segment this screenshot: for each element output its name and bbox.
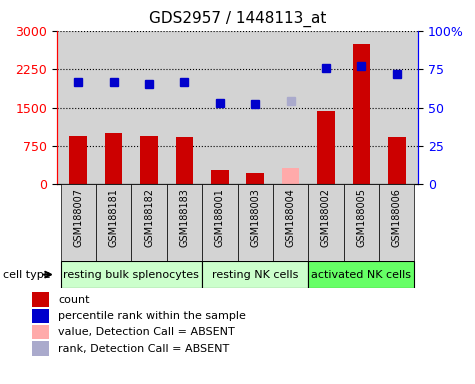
FancyBboxPatch shape xyxy=(202,261,308,288)
Text: GSM188003: GSM188003 xyxy=(250,188,260,247)
Bar xyxy=(388,137,406,184)
Text: cell type: cell type xyxy=(3,270,50,280)
Bar xyxy=(352,43,370,184)
Bar xyxy=(211,170,228,184)
Text: resting NK cells: resting NK cells xyxy=(212,270,298,280)
Text: GSM188002: GSM188002 xyxy=(321,188,331,247)
Text: GSM188005: GSM188005 xyxy=(356,188,366,247)
FancyBboxPatch shape xyxy=(308,184,344,261)
Text: activated NK cells: activated NK cells xyxy=(312,270,411,280)
Bar xyxy=(32,293,49,307)
Text: GSM188182: GSM188182 xyxy=(144,188,154,247)
Text: count: count xyxy=(58,295,89,305)
Bar xyxy=(32,309,49,323)
Text: percentile rank within the sample: percentile rank within the sample xyxy=(58,311,246,321)
Bar xyxy=(247,172,264,184)
Bar xyxy=(282,169,299,184)
Text: GSM188181: GSM188181 xyxy=(109,188,119,247)
Bar xyxy=(69,136,87,184)
FancyBboxPatch shape xyxy=(167,184,202,261)
Text: GSM188004: GSM188004 xyxy=(285,188,295,247)
Bar xyxy=(32,325,49,339)
FancyBboxPatch shape xyxy=(238,184,273,261)
Bar xyxy=(140,136,158,184)
FancyBboxPatch shape xyxy=(308,261,415,288)
FancyBboxPatch shape xyxy=(60,184,96,261)
Bar xyxy=(176,137,193,184)
Bar xyxy=(32,341,49,356)
Text: rank, Detection Call = ABSENT: rank, Detection Call = ABSENT xyxy=(58,344,229,354)
Text: GSM188001: GSM188001 xyxy=(215,188,225,247)
FancyBboxPatch shape xyxy=(202,184,238,261)
FancyBboxPatch shape xyxy=(344,184,379,261)
FancyBboxPatch shape xyxy=(131,184,167,261)
Text: GSM188007: GSM188007 xyxy=(73,188,83,247)
Title: GDS2957 / 1448113_at: GDS2957 / 1448113_at xyxy=(149,10,326,26)
FancyBboxPatch shape xyxy=(60,261,202,288)
Text: resting bulk splenocytes: resting bulk splenocytes xyxy=(63,270,199,280)
FancyBboxPatch shape xyxy=(273,184,308,261)
Bar xyxy=(105,133,123,184)
Text: value, Detection Call = ABSENT: value, Detection Call = ABSENT xyxy=(58,327,235,337)
Bar xyxy=(317,111,335,184)
FancyBboxPatch shape xyxy=(379,184,415,261)
FancyBboxPatch shape xyxy=(96,184,131,261)
Text: GSM188006: GSM188006 xyxy=(392,188,402,247)
Text: GSM188183: GSM188183 xyxy=(180,188,190,247)
